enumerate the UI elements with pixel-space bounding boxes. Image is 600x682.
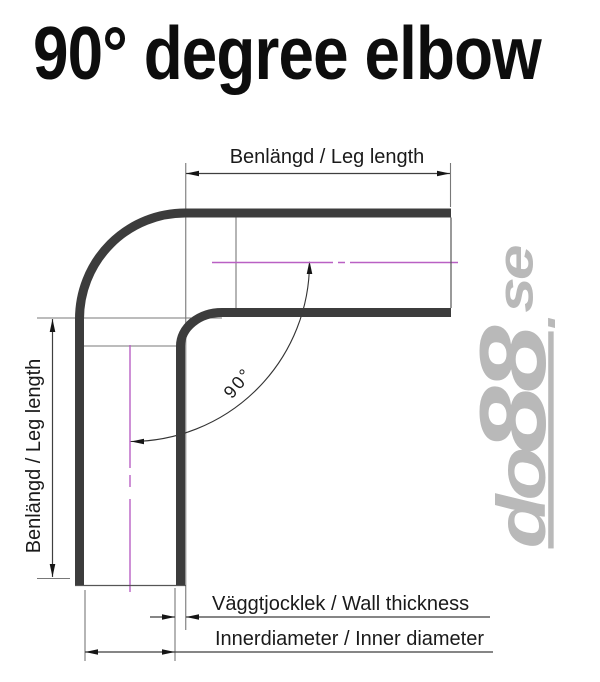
- watermark-se-text: se: [487, 247, 544, 313]
- arrow-arc-up: [306, 261, 313, 274]
- arrow-arc-left: [131, 438, 144, 445]
- elbow-pipe-outline: [75, 208, 451, 585]
- left-leg-length-label: Benlängd / Leg length: [23, 358, 45, 554]
- pipe-outer-wall: [75, 208, 451, 585]
- pipe-end-caps: [75, 217, 452, 587]
- do88-watermark-logo: do 88 . se: [460, 247, 566, 549]
- angle-annotation: [130, 261, 313, 445]
- watermark-underlined-part: do 88: [460, 331, 566, 549]
- arrow-inner-right: [162, 649, 175, 655]
- arrow-left-down: [49, 564, 56, 577]
- inner-diameter-label: Innerdiameter / Inner diameter: [215, 628, 485, 650]
- angle-arc: [130, 262, 311, 443]
- arrow-top-left: [186, 170, 199, 177]
- dimension-arrowheads: [49, 170, 450, 655]
- arrow-inner-left: [85, 649, 98, 655]
- dimension-lines: [51, 172, 493, 653]
- page-title: 90° degree elbow: [33, 11, 542, 95]
- watermark-dot: .: [513, 312, 566, 330]
- watermark-do-text: do: [482, 452, 560, 549]
- wall-thickness-label: Väggtjocklek / Wall thickness: [212, 593, 470, 615]
- arrow-wall-right: [162, 614, 175, 620]
- arrow-top-right: [437, 170, 450, 177]
- pipe-inner-wall: [176, 308, 451, 585]
- watermark-88-text: 88: [460, 331, 566, 453]
- top-leg-length-label: Benlängd / Leg length: [229, 146, 425, 168]
- centerlines: [129, 261, 458, 592]
- extension-lines: [37, 163, 452, 661]
- arrow-wall-left: [186, 614, 199, 620]
- arrow-left-up: [49, 319, 56, 332]
